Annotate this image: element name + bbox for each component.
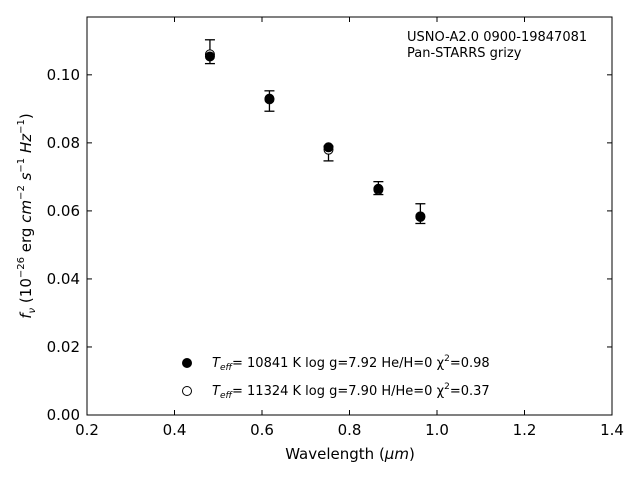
x-ticks: 0.2 0.4 0.6 0.8 1.0 1.2 1.4: [75, 17, 624, 439]
x-axis-label: Wavelength (μm): [285, 445, 415, 463]
y-tick-label: 0.00: [47, 406, 80, 424]
data-markers: [204, 49, 426, 223]
legend: Teff= 10841 K log g=7.92 He/H=0 χ2=0.98 …: [182, 354, 490, 401]
x-tick-label: 0.6: [250, 421, 274, 439]
y-axis-label: fν (10−26 erg cm−2 s−1 Hz−1): [16, 113, 38, 318]
x-tick-label: 1.0: [425, 421, 449, 439]
x-tick-label: 0.8: [338, 421, 362, 439]
x-tick-label: 1.4: [600, 421, 624, 439]
marker-filled: [415, 212, 426, 223]
y-tick-label: 0.04: [47, 270, 80, 288]
legend-marker-open: [182, 386, 192, 396]
y-tick-label: 0.08: [47, 134, 80, 152]
marker-filled: [264, 93, 275, 104]
y-tick-label: 0.10: [47, 66, 80, 84]
marker-filled: [204, 51, 215, 62]
y-ticks: 0.00 0.02 0.04 0.06 0.08 0.10: [47, 66, 612, 424]
marker-filled: [373, 183, 384, 194]
x-tick-label: 0.2: [75, 421, 99, 439]
y-tick-label: 0.02: [47, 338, 80, 356]
error-bars: [204, 39, 426, 225]
annotation-survey: Pan-STARRS grizy: [407, 46, 522, 61]
legend-marker-filled: [182, 358, 192, 368]
legend-entry-1: Teff= 10841 K log g=7.92 He/H=0 χ2=0.98: [212, 354, 490, 373]
legend-entry-2: Teff= 11324 K log g=7.90 H/He=0 χ2=0.37: [212, 382, 490, 401]
x-tick-label: 0.4: [163, 421, 187, 439]
annotation-object-name: USNO-A2.0 0900-19847081: [407, 30, 587, 45]
x-tick-label: 1.2: [513, 421, 537, 439]
marker-filled: [323, 142, 334, 153]
y-tick-label: 0.06: [47, 202, 80, 220]
